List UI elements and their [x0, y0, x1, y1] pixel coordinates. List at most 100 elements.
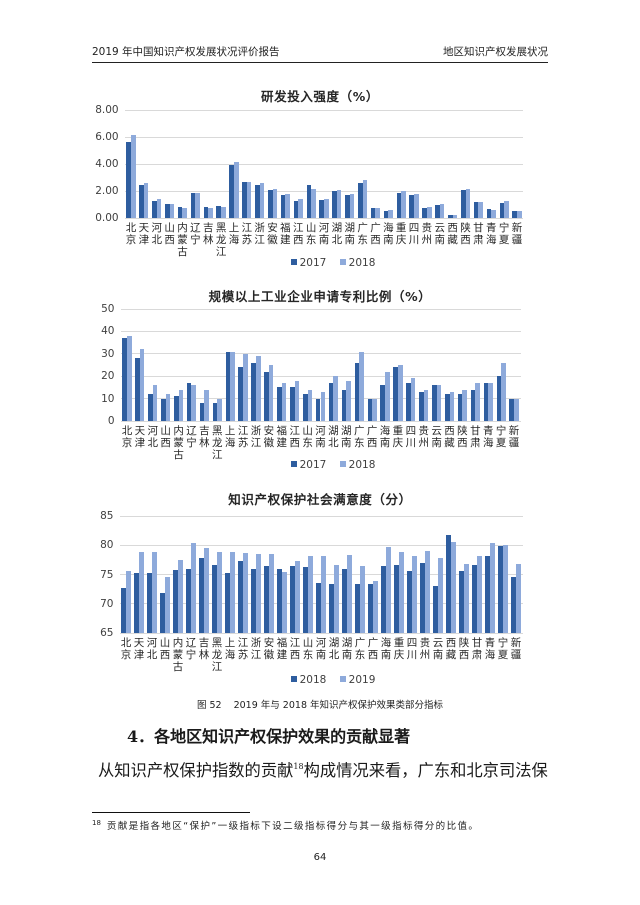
chart-2-category-label: 湖北	[328, 425, 339, 449]
chart-2-category-label: 陕西	[457, 425, 468, 449]
chart-2-bar-2017	[496, 376, 502, 421]
chart-1-bar-2018	[324, 199, 329, 218]
chart-1-bar-2018	[401, 190, 406, 218]
chart-1-category-label: 新疆	[511, 222, 523, 246]
chart-1-bar-2018	[478, 202, 483, 218]
chart-3-bar-2019	[230, 552, 235, 633]
chart-3-category-label: 福建	[276, 637, 288, 661]
chart-1-category-label: 福建	[280, 222, 291, 246]
chart-3-category-label: 吉林	[198, 637, 210, 661]
chart-1-bar-2017	[345, 195, 350, 218]
chart-2-bar-2018	[320, 391, 326, 421]
chart-3-bar-2019	[451, 542, 456, 633]
chart-2-y-tick-label: 0	[107, 415, 115, 427]
chart-1-bar-2017	[229, 164, 234, 218]
chart-3-bar-2019	[386, 547, 391, 633]
chart-1-category-label: 河北	[151, 222, 163, 246]
chart-2-bar-2017	[509, 398, 515, 421]
chart-2-bar-2017	[367, 398, 373, 421]
chart-1-category-label: 江西	[293, 222, 304, 246]
chart-1-bar-2018	[426, 206, 432, 218]
chart-2-category-label: 青海	[482, 425, 494, 449]
chart-1-bar-2018	[362, 180, 368, 218]
chart-1-bar-2017	[216, 205, 222, 218]
chart-1-gridline	[124, 136, 524, 138]
chart-2-category-label: 云南	[431, 425, 442, 449]
chart-2-y-tick-label: 30	[101, 347, 115, 360]
chart-2-bar-2018	[281, 382, 287, 421]
chart-1-bar-2017	[460, 189, 466, 218]
chart-3-category-label: 上海	[224, 637, 236, 661]
chart-1-bar-2018	[336, 189, 342, 218]
chart-2-category-label: 天津	[134, 425, 146, 449]
chart-2-bar-2018	[139, 349, 145, 421]
chart-1-bar-2017	[396, 192, 402, 218]
chart-3-bar-2018	[355, 584, 360, 633]
chart-1-bar-2017	[473, 201, 479, 218]
patent-application-ratio-chart: 规模以上工业企业申请专利比例（%） 2017 2018 0 10 20 30 40 50 北…	[0, 285, 640, 485]
footnote-text: 贡献是指各地区“保护”一级指标下设二级指标得分与其一级指标得分的比值。	[106, 821, 480, 832]
chart-3-bar-2018	[264, 566, 269, 633]
chart-1-category-label: 海南	[383, 222, 394, 246]
chart-2-bar-2018	[514, 398, 519, 421]
chart-2-category-label: 浙江	[250, 425, 262, 449]
chart-3-category-label: 河南	[315, 637, 327, 661]
chart-3-bar-2018	[173, 569, 178, 633]
chart-3-bar-2019	[191, 542, 196, 633]
figure-number: 图 52	[196, 700, 222, 711]
chart-1-bar-2018	[131, 134, 136, 218]
chart-2-category-label: 北京	[121, 425, 133, 449]
chart-1-gridline	[124, 109, 524, 111]
legend-label: 2017	[299, 257, 327, 269]
chart-legend: 2017 2018	[0, 257, 640, 269]
chart-3-category-label: 甘肃	[471, 637, 483, 661]
chart-2-bar-2017	[354, 362, 360, 421]
chart-3-y-tick-label: 85	[100, 510, 114, 522]
chart-1-gridline	[124, 163, 524, 165]
chart-2-bar-2017	[315, 398, 321, 421]
chart-2-bar-2017	[148, 394, 153, 421]
legend-item: 2018	[339, 257, 375, 269]
chart-3-bar-2019	[477, 555, 482, 633]
chart-1-bar-2018	[233, 161, 239, 218]
chart-2-category-label: 广西	[366, 425, 378, 449]
chart-1-bar-2018	[221, 206, 226, 218]
chart-1-bar-2018	[143, 182, 149, 218]
chart-2-bar-2017	[393, 367, 398, 421]
chart-2-category-label: 西藏	[444, 425, 455, 449]
chart-3-bar-2018	[121, 587, 126, 633]
chart-2-bar-2017	[135, 358, 140, 421]
chart-2-bar-2017	[290, 387, 295, 421]
legend-swatch	[339, 461, 346, 467]
chart-2-bar-2017	[444, 394, 450, 421]
legend-swatch	[290, 461, 297, 467]
chart-2-bar-2018	[217, 398, 222, 421]
chart-2-bar-2017	[199, 403, 205, 421]
chart-1-category-label: 湖南	[344, 222, 355, 246]
legend-item: 2018	[339, 459, 375, 471]
chart-3-bar-2018	[316, 583, 321, 633]
chart-1-bar-2018	[182, 207, 188, 218]
body-text-part: 构成情况来看，广东和北京司法保	[303, 761, 548, 780]
figure-caption: 图 52 2019 年与 2018 年知识产权保护效果类部分指标	[0, 700, 640, 712]
chart-2-bar-2017	[122, 338, 127, 421]
chart-3-bar-2019	[152, 551, 157, 633]
chart-3-bar-2019	[347, 555, 352, 633]
chart-2-bar-2018	[436, 385, 442, 421]
chart-3-category-label: 陕西	[458, 637, 470, 661]
chart-2-bar-2018	[204, 389, 209, 421]
chart-2-bar-2018	[475, 382, 480, 421]
chart-3-category-label: 重庆	[393, 637, 405, 661]
chart-2-category-label: 安徽	[263, 425, 275, 449]
chart-2-bar-2018	[230, 351, 235, 421]
legend-swatch	[290, 259, 297, 265]
chart-2-category-label: 吉林	[199, 425, 210, 449]
chart-1-category-label: 西藏	[447, 222, 458, 246]
chart-3-category-label: 湖南	[341, 637, 353, 661]
chart-2-bar-2018	[359, 351, 364, 421]
chart-2-bar-2017	[225, 351, 231, 421]
chart-3-bar-2018	[368, 584, 373, 633]
chart-1-category-label: 吉林	[202, 222, 214, 246]
chart-3-bar-2018	[485, 555, 490, 633]
chart-2-bar-2017	[173, 396, 179, 421]
